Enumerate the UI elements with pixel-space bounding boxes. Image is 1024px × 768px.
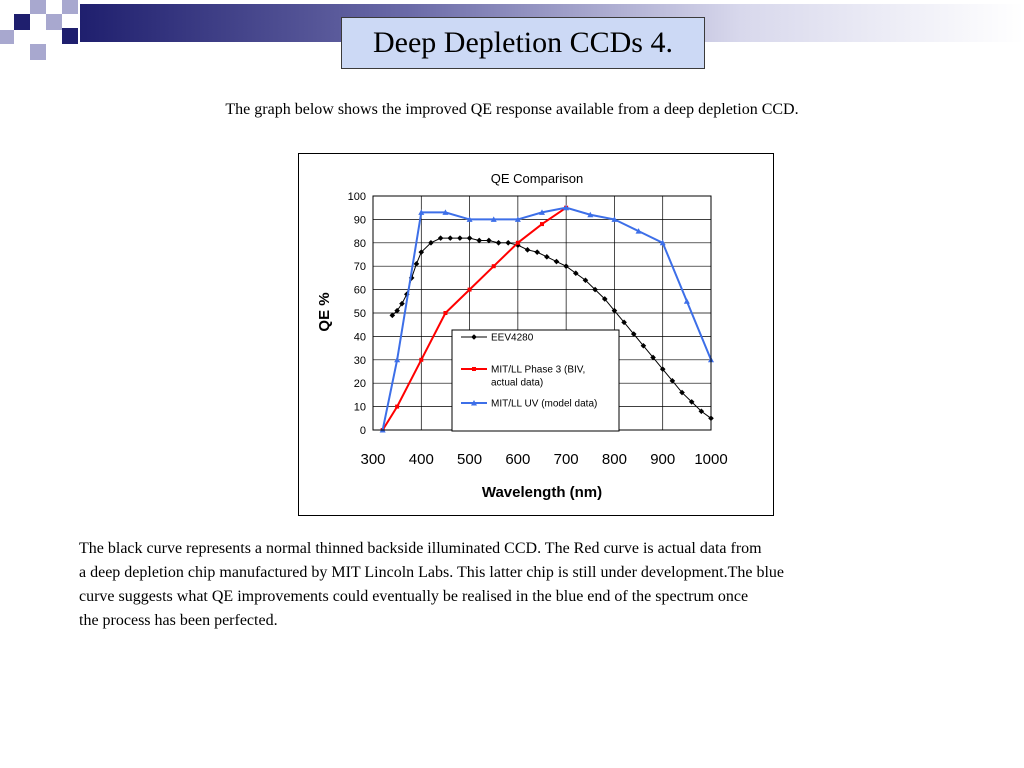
y-tick-label: 0 xyxy=(360,425,366,437)
y-axis-label: QE % xyxy=(316,292,333,331)
y-tick-label: 50 xyxy=(354,308,366,320)
y-tick-label: 30 xyxy=(354,355,366,367)
data-point xyxy=(524,247,531,253)
x-tick-label: 300 xyxy=(360,451,385,468)
legend-item-2: MIT/LL Phase 3 (BIV, actual data) xyxy=(461,365,585,389)
body-line-1: The black curve represents a normal thin… xyxy=(79,540,762,557)
legend-item-3: MIT/LL UV (model data) xyxy=(461,399,597,410)
data-point xyxy=(404,291,410,298)
data-point xyxy=(592,286,598,293)
data-point xyxy=(650,354,656,361)
x-tick-label: 400 xyxy=(409,451,434,468)
x-tick-label: 800 xyxy=(602,451,627,468)
data-point xyxy=(659,366,666,372)
data-point xyxy=(515,242,521,248)
y-tick-label: 100 xyxy=(348,191,366,203)
data-point xyxy=(394,356,401,363)
legend-label: EEV4280 xyxy=(491,333,534,344)
data-point xyxy=(688,399,695,405)
data-point xyxy=(539,209,545,215)
legend-label: MIT/LL UV (model data) xyxy=(491,399,597,410)
data-point xyxy=(611,307,618,314)
y-tick-label: 80 xyxy=(354,238,366,250)
legend-label: MIT/LL Phase 3 (BIV, actual data) xyxy=(491,365,585,389)
data-point xyxy=(389,312,396,319)
data-point xyxy=(563,204,570,211)
data-point xyxy=(437,235,444,241)
data-point xyxy=(679,389,685,396)
x-axis-label: Wavelength (nm) xyxy=(482,484,602,501)
data-point xyxy=(491,264,496,269)
data-point xyxy=(514,216,521,222)
data-point xyxy=(683,298,690,304)
data-point xyxy=(418,209,425,215)
body-line-3: curve suggests what QE improvements coul… xyxy=(79,588,749,605)
data-point xyxy=(399,300,405,307)
slide-title: Deep Depletion CCDs 4. xyxy=(341,17,705,69)
data-point xyxy=(428,240,434,246)
data-point xyxy=(635,228,642,234)
intro-text: The graph below shows the improved QE re… xyxy=(225,101,799,118)
data-point xyxy=(621,319,627,326)
data-point xyxy=(490,216,497,222)
data-point xyxy=(467,287,472,292)
data-point xyxy=(630,331,637,337)
data-point xyxy=(553,258,560,265)
data-point xyxy=(419,357,424,362)
y-tick-label: 60 xyxy=(354,285,366,297)
data-point xyxy=(395,404,400,409)
x-tick-label: 1000 xyxy=(694,451,727,468)
body-line-2: a deep depletion chip manufactured by MI… xyxy=(79,564,784,581)
chart-title: QE Comparison xyxy=(491,171,583,186)
data-point xyxy=(466,216,473,222)
y-tick-label: 90 xyxy=(354,214,366,226)
data-point xyxy=(495,240,502,246)
data-point xyxy=(442,209,449,215)
qe-comparison-chart: QE Comparison 0 10 20 30 40 50 60 70 80 90 100 300 4… xyxy=(316,171,728,501)
data-point xyxy=(587,211,594,218)
x-tick-label: 700 xyxy=(554,451,579,468)
y-tick-label: 70 xyxy=(354,261,366,273)
chart-legend: EEV4280 MIT/LL Phase 3 (BIV, actual data) M… xyxy=(451,329,620,432)
chart-axes: 0 10 20 30 40 50 60 70 80 90 100 300 400 500 600 700 800… xyxy=(348,191,728,468)
y-tick-label: 20 xyxy=(354,378,366,390)
x-tick-label: 600 xyxy=(505,451,530,468)
data-point xyxy=(534,249,540,255)
data-point xyxy=(544,254,550,260)
data-point xyxy=(418,249,425,255)
data-point xyxy=(573,270,579,277)
data-point xyxy=(611,216,618,222)
data-point xyxy=(471,334,477,340)
chart-frame: QE Comparison 0 10 20 30 40 50 60 70 80 90 100 300 4… xyxy=(298,153,774,516)
data-point xyxy=(640,342,647,349)
data-point xyxy=(540,222,544,227)
data-point xyxy=(669,378,676,384)
body-line-4: the process has been perfected. xyxy=(79,612,278,629)
data-point xyxy=(447,235,454,241)
y-tick-label: 40 xyxy=(354,331,366,343)
data-point xyxy=(515,240,520,245)
data-point xyxy=(476,237,483,244)
body-paragraph: The black curve represents a normal thin… xyxy=(79,537,979,633)
chart-series xyxy=(379,204,714,433)
data-point xyxy=(505,240,511,246)
legend-item-1: EEV4280 xyxy=(461,333,534,344)
data-point xyxy=(563,263,569,269)
data-point xyxy=(659,239,666,246)
x-tick-label: 900 xyxy=(650,451,675,468)
data-point xyxy=(486,237,492,244)
data-point xyxy=(472,367,476,371)
data-point xyxy=(582,277,589,284)
data-point xyxy=(698,408,705,415)
y-tick-label: 10 xyxy=(354,402,366,414)
data-point xyxy=(466,235,473,241)
data-point xyxy=(443,311,448,315)
data-point xyxy=(601,296,608,302)
data-point xyxy=(457,235,463,241)
data-point xyxy=(471,400,477,406)
data-point xyxy=(413,261,420,267)
x-tick-label: 500 xyxy=(457,451,482,468)
data-point xyxy=(394,307,400,314)
